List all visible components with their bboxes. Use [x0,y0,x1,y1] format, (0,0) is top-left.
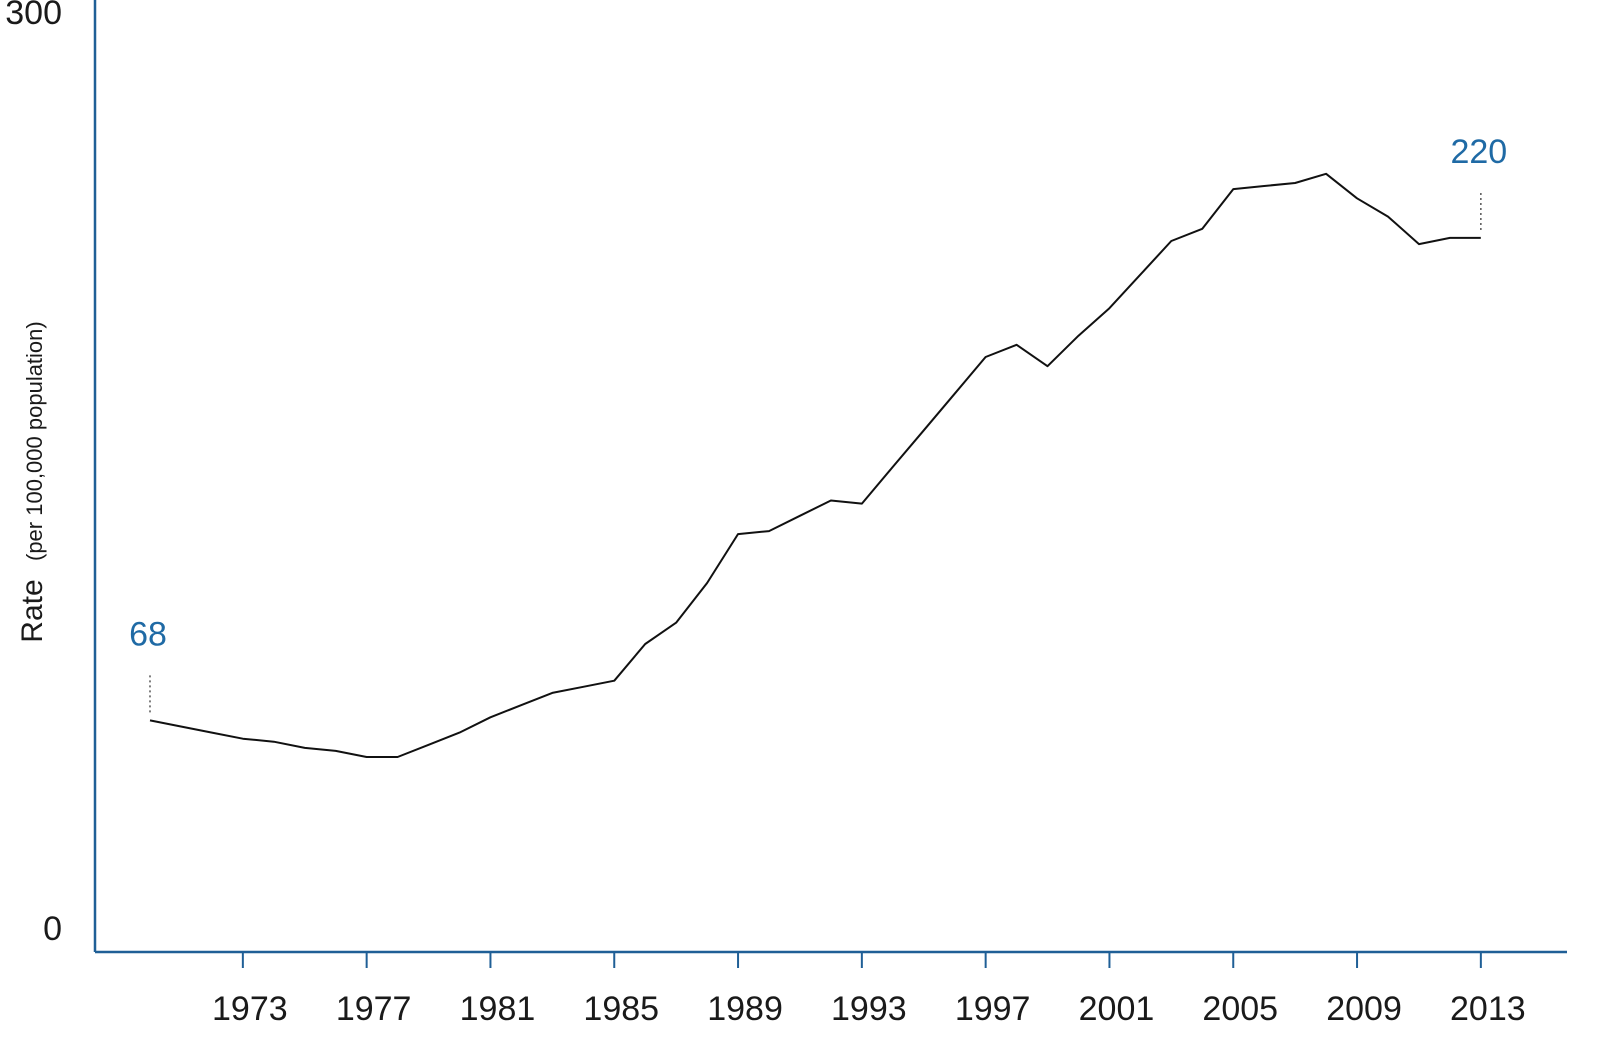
x-tick-label-1993: 1993 [831,990,907,1028]
x-tick-label-1973: 1973 [212,990,288,1028]
x-ticks: 1973 1977 1981 1985 1989 1993 1997 2001 2005 2009… [212,952,1526,1028]
callouts: 68 220 [129,133,1507,713]
y-axis-label: Rate (per 100,000 population) [16,321,49,642]
x-tick-label-2001: 2001 [1079,990,1155,1028]
x-tick-label-2005: 2005 [1202,990,1278,1028]
y-axis-label-unit: (per 100,000 population) [22,321,47,561]
x-tick-label-1981: 1981 [460,990,536,1028]
y-tick-label-0: 0 [43,910,62,948]
y-tick-label-300: 300 [5,0,62,32]
axes [93,0,1567,954]
y-axis-label-text: Rate [16,579,49,642]
x-tick-label-2009: 2009 [1326,990,1402,1028]
x-tick-label-1997: 1997 [955,990,1031,1028]
x-tick-label-2013: 2013 [1450,990,1526,1028]
series-group [149,172,1481,758]
x-tick-label-1985: 1985 [583,990,659,1028]
x-tick-label-1989: 1989 [707,990,783,1028]
y-ticks: 0 300 [5,0,62,948]
series-line-0 [149,172,1481,758]
x-tick-label-1977: 1977 [336,990,412,1028]
callout-label-2013: 220 [1450,133,1507,171]
callout-label-1970: 68 [129,615,167,653]
